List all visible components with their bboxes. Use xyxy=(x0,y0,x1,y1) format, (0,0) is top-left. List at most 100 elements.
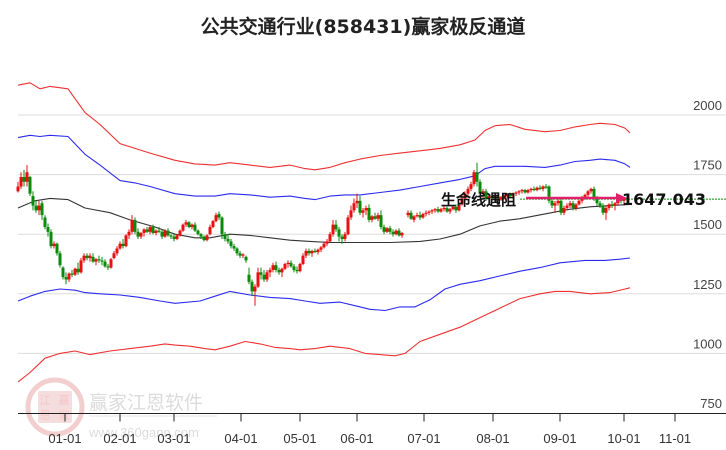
candle xyxy=(565,205,569,208)
candle xyxy=(532,188,536,191)
candle xyxy=(58,253,62,266)
candle xyxy=(130,219,134,232)
candle xyxy=(109,259,113,268)
candle xyxy=(298,264,302,272)
candle xyxy=(205,235,209,241)
candle xyxy=(292,266,296,270)
candle xyxy=(43,217,47,228)
candle xyxy=(46,227,50,232)
candle xyxy=(592,188,596,199)
candle xyxy=(121,243,125,247)
candle xyxy=(139,233,143,237)
candle xyxy=(328,234,332,242)
candle xyxy=(70,273,74,275)
candle xyxy=(394,230,398,235)
candle xyxy=(286,262,290,264)
candle xyxy=(556,200,560,204)
candle xyxy=(124,235,128,247)
candle xyxy=(307,250,311,254)
candle xyxy=(277,269,281,273)
candle xyxy=(490,196,494,199)
candle xyxy=(412,216,416,220)
candle xyxy=(604,207,608,213)
candle xyxy=(469,184,473,189)
candle xyxy=(520,190,524,192)
candle xyxy=(382,227,386,232)
candle xyxy=(349,210,353,218)
candle xyxy=(154,230,158,234)
candle xyxy=(472,172,476,185)
candle xyxy=(97,259,101,261)
candle xyxy=(151,227,155,234)
candle xyxy=(529,188,533,191)
inner-upper-line xyxy=(17,134,631,201)
candle xyxy=(79,260,83,273)
y-tick-label: 2000 xyxy=(693,98,722,113)
candle xyxy=(67,273,71,280)
candle xyxy=(544,186,548,188)
candle xyxy=(208,227,212,235)
candle xyxy=(508,194,512,197)
candle xyxy=(379,215,383,228)
outer-lower-line xyxy=(17,287,631,383)
x-tick-label: 06-01 xyxy=(340,431,373,446)
candle xyxy=(172,236,176,239)
candle xyxy=(601,205,605,213)
svg-text:赢: 赢 xyxy=(59,393,70,407)
candle xyxy=(31,196,35,206)
candle xyxy=(178,230,182,236)
candle xyxy=(22,176,26,182)
candle xyxy=(40,203,44,216)
candle xyxy=(334,224,338,230)
gridlines xyxy=(18,114,726,354)
candle xyxy=(559,200,563,213)
candle xyxy=(223,234,227,239)
svg-text:恩: 恩 xyxy=(40,409,51,422)
candle xyxy=(595,198,599,204)
x-tick-label: 02-01 xyxy=(103,431,136,446)
candle xyxy=(103,261,107,267)
candle xyxy=(163,230,167,237)
candle xyxy=(511,193,515,197)
candle xyxy=(280,268,284,273)
candle xyxy=(187,222,191,228)
candle xyxy=(262,274,266,280)
candle xyxy=(502,196,506,198)
candle xyxy=(586,191,590,195)
arrow-head-icon xyxy=(616,193,627,203)
candle xyxy=(73,268,77,275)
candle xyxy=(571,203,575,208)
watermark: 江 赢 恩 家 赢家江恩软件 www.360gann.com xyxy=(25,377,217,440)
candle xyxy=(430,210,434,212)
inner-lower-line xyxy=(17,257,631,312)
candle xyxy=(436,209,440,212)
candle xyxy=(526,190,530,193)
candle xyxy=(127,231,131,236)
candle xyxy=(202,236,206,241)
candle xyxy=(232,246,236,249)
candle xyxy=(301,255,305,264)
candle xyxy=(433,209,437,211)
candle xyxy=(598,203,602,206)
candle xyxy=(424,212,428,214)
candle xyxy=(148,227,152,232)
x-axis: 01-01 02-01 03-01 04-01 05-01 06-01 07-01 08-01… xyxy=(18,413,726,446)
candle xyxy=(226,238,230,242)
candle xyxy=(85,255,89,259)
candle xyxy=(505,194,509,197)
midline-line xyxy=(17,197,631,244)
candle xyxy=(19,176,23,187)
candle xyxy=(142,229,146,234)
candle xyxy=(358,200,362,213)
y-tick-label: 1000 xyxy=(693,336,722,351)
candle xyxy=(493,196,497,199)
candle xyxy=(409,212,413,219)
candle xyxy=(319,247,323,250)
candle xyxy=(577,200,581,205)
candle xyxy=(364,207,368,211)
candle xyxy=(238,253,242,256)
candle xyxy=(247,274,251,282)
candle xyxy=(289,262,293,267)
candle xyxy=(475,172,479,182)
